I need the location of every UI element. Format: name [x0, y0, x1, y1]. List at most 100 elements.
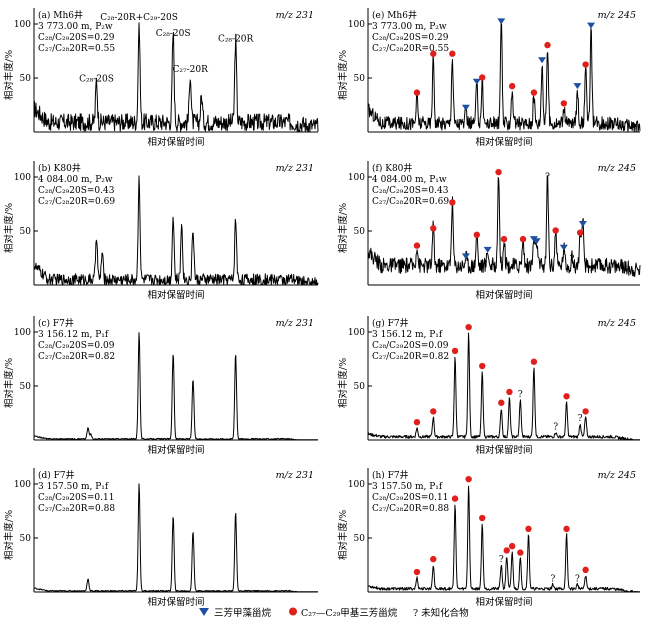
circle-marker — [530, 358, 538, 365]
peak-label: C₂₈-20R+C₂₉-20S — [100, 13, 178, 23]
legend-circle-label: C₂₇—C₂₉甲基三芳甾烷 — [301, 607, 398, 619]
peak-label: C₂₇-20R — [173, 65, 209, 75]
panel-header-line: (h) F7井 — [372, 469, 409, 481]
panel-header-line: C₂₈/C₂₉20S=0.09 — [38, 341, 115, 351]
circle-marker — [582, 408, 589, 415]
circle-marker — [582, 566, 589, 574]
circle-marker — [451, 495, 459, 502]
unknown-marker: ? — [578, 414, 583, 424]
triangle-marker — [461, 253, 470, 260]
circle-marker — [465, 323, 472, 331]
panel-header-line: 3 157.50 m, P₁f — [372, 482, 443, 492]
circle-marker — [430, 555, 437, 563]
y-tick-label: 100 — [14, 480, 31, 490]
y-tick-label: 50 — [354, 227, 366, 237]
triangle-marker — [538, 57, 547, 64]
circle-marker — [451, 347, 459, 355]
mz-label: m/z 231 — [276, 10, 314, 21]
y-tick-label: 100 — [14, 328, 31, 338]
circle-marker — [508, 82, 516, 90]
triangle-marker — [461, 104, 470, 111]
mz-label: m/z 245 — [598, 470, 636, 481]
y-axis-label: 相对丰度/% — [337, 50, 349, 100]
panel-header-line: (e) Mh6井 — [372, 9, 417, 21]
panel-header-line: C₂₇/C₂₈20R=0.69 — [372, 197, 449, 207]
circle-marker — [479, 74, 486, 81]
y-axis-label: 相对丰度/% — [337, 510, 349, 560]
unknown-marker: ? — [518, 390, 523, 400]
panel-header-line: C₂₇/C₂₈20R=0.55 — [372, 44, 449, 54]
panel-header-line: 4 084.00 m, P₁w — [372, 175, 447, 185]
circle-marker — [498, 399, 505, 406]
y-axis-label: 相对丰度/% — [3, 358, 15, 408]
x-axis-label: 相对保留时间 — [475, 136, 532, 148]
mz-label: m/z 245 — [598, 10, 636, 21]
y-tick-label: 50 — [354, 534, 366, 544]
panel-header-line: C₂₇/C₂₈20R=0.69 — [38, 197, 115, 207]
circle-marker — [495, 168, 502, 176]
unknown-marker: ? — [551, 575, 556, 585]
circle-marker — [552, 227, 559, 234]
circle-marker — [503, 547, 510, 554]
y-tick-label: 100 — [348, 328, 365, 338]
circle-marker — [530, 89, 538, 96]
legend-unknown-label: ? 未知化合物 — [413, 607, 469, 619]
panel-header-line: C₂₇/C₂₈20R=0.82 — [38, 352, 115, 362]
chromatogram-trace — [33, 483, 318, 593]
peak-label: C₂₈-20R — [218, 35, 254, 45]
circle-marker — [465, 475, 472, 483]
circle-marker — [560, 100, 568, 107]
x-axis-label: 相对保留时间 — [147, 596, 204, 608]
chromatogram-trace — [367, 175, 641, 278]
x-axis-label: 相对保留时间 — [147, 289, 204, 301]
chromatogram-trace — [367, 22, 641, 133]
y-axis-label: 相对丰度/% — [337, 358, 349, 408]
circle-marker — [449, 50, 456, 57]
y-axis-label: 相对丰度/% — [337, 203, 349, 253]
panel-header-line: 3 157.50 m, P₁f — [38, 482, 109, 492]
peak-label: C₂₈-20S — [156, 29, 191, 39]
y-tick-label: 50 — [20, 74, 32, 84]
peak-label: C₂₈-20S — [79, 75, 114, 85]
circle-marker — [544, 41, 551, 49]
y-tick-label: 100 — [14, 20, 31, 30]
triangle-marker — [559, 244, 568, 251]
circle-marker — [413, 89, 421, 96]
x-axis-label: 相对保留时间 — [147, 444, 204, 456]
legend: 三芳甲藻甾烷 C₂₇—C₂₉甲基三芳甾烷 ? 未知化合物 — [199, 607, 469, 619]
panel-header-line: 3 156.12 m, P₁f — [372, 330, 443, 340]
panel-header-line: C₂₈/C₂₉20S=0.09 — [372, 341, 449, 351]
legend-triangle-label: 三芳甲藻甾烷 — [214, 607, 272, 619]
y-axis-label: 相对丰度/% — [3, 510, 15, 560]
mz-label: m/z 245 — [598, 318, 636, 329]
panel-header-line: C₂₈/C₂₉20S=0.29 — [372, 33, 449, 43]
y-tick-label: 50 — [20, 227, 32, 237]
circle-marker — [525, 525, 532, 533]
triangle-marker — [587, 22, 596, 29]
circle-marker — [473, 231, 480, 238]
mz-label: m/z 245 — [598, 163, 636, 174]
chromatogram-trace — [367, 485, 640, 593]
x-axis-label: 相对保留时间 — [475, 596, 532, 608]
unknown-marker: ? — [499, 555, 504, 565]
panel-header-line: C₂₈/C₂₉20S=0.11 — [372, 493, 448, 503]
y-tick-label: 50 — [354, 382, 366, 392]
triangle-marker — [573, 83, 582, 90]
panel-header-line: C₂₈/C₂₉20S=0.11 — [38, 493, 114, 503]
circle-marker — [430, 408, 437, 415]
circle-marker — [519, 235, 527, 243]
triangle-marker — [532, 238, 541, 245]
y-tick-label: 100 — [348, 173, 365, 183]
panel-header-line: (b) K80井 — [38, 162, 81, 174]
panel-header-line: C₂₇/C₂₈20R=0.88 — [372, 504, 449, 514]
chromatogram-trace — [33, 332, 318, 441]
unknown-marker: ? — [570, 255, 575, 265]
panel-header-line: C₂₇/C₂₈20R=0.82 — [372, 352, 449, 362]
chromatogram-trace — [34, 22, 319, 133]
